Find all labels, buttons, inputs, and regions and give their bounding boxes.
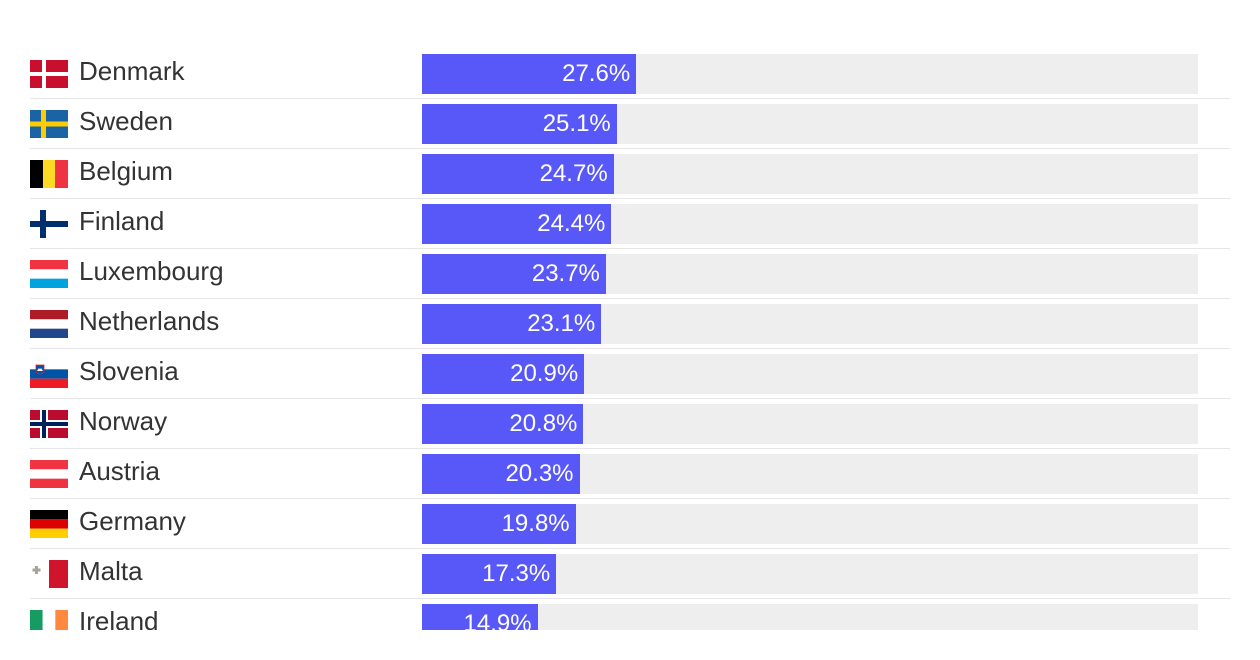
ie-flag-icon <box>30 610 68 630</box>
bar-track: 23.7% <box>422 254 1198 294</box>
bar-row: Austria 20.3% <box>30 449 1230 499</box>
value-label: 23.7% <box>531 260 600 287</box>
value-label: 20.9% <box>510 360 579 387</box>
dk-flag-icon <box>30 60 68 88</box>
category-label: Austria <box>79 456 160 486</box>
se-flag-icon <box>30 110 68 138</box>
at-flag-icon <box>30 460 68 488</box>
bar-row: Ireland 14.9% <box>30 599 1230 630</box>
bar-track: 20.8% <box>422 404 1198 444</box>
bar-row: Denmark 27.6% <box>30 49 1230 99</box>
bar-row: Germany 19.8% <box>30 499 1230 549</box>
bar: 20.8% <box>422 404 584 444</box>
category-label: Belgium <box>79 156 173 186</box>
bar-track: 20.3% <box>422 454 1198 494</box>
bar-track: 24.7% <box>422 154 1198 194</box>
bar-track: 19.8% <box>422 504 1198 544</box>
category-label: Denmark <box>79 56 185 86</box>
value-label: 23.1% <box>527 310 596 337</box>
bar-row: Slovenia 20.9% <box>30 349 1230 399</box>
category-label: Ireland <box>79 606 159 630</box>
value-label: 19.8% <box>501 510 570 537</box>
category-label: Luxembourg <box>79 256 224 286</box>
bar: 23.1% <box>422 304 602 344</box>
bar-track: 14.9% <box>422 604 1198 630</box>
bar-row: Luxembourg 23.7% <box>30 249 1230 299</box>
bar-track: 17.3% <box>422 554 1198 594</box>
bar-track: 23.1% <box>422 304 1198 344</box>
bar: 23.7% <box>422 254 606 294</box>
bar-row: Sweden 25.1% <box>30 99 1230 149</box>
category-label: Norway <box>79 406 168 436</box>
bar: 20.9% <box>422 354 585 394</box>
value-label: 25.1% <box>542 110 611 137</box>
bar: 17.3% <box>422 554 557 594</box>
category-label: Germany <box>79 506 186 536</box>
bar-track: 24.4% <box>422 204 1198 244</box>
nl-flag-icon <box>30 310 68 338</box>
value-label: 17.3% <box>482 560 551 587</box>
mt-flag-icon <box>30 560 68 588</box>
bar-row: Finland 24.4% <box>30 199 1230 249</box>
bar-chart: Denmark 27.6% Sweden 25.1% Belgium 24.7% Finla… <box>30 49 1230 630</box>
category-label: Slovenia <box>79 356 179 386</box>
de-flag-icon <box>30 510 68 538</box>
bar-row: Norway 20.8% <box>30 399 1230 449</box>
bar: 24.7% <box>422 154 614 194</box>
lu-flag-icon <box>30 260 68 288</box>
be-flag-icon <box>30 160 68 188</box>
bar-track: 27.6% <box>422 54 1198 94</box>
category-label: Finland <box>79 206 165 236</box>
value-label: 20.8% <box>509 410 578 437</box>
category-label: Sweden <box>79 106 173 136</box>
bar: 27.6% <box>422 54 637 94</box>
category-label: Netherlands <box>79 306 220 336</box>
bar: 20.3% <box>422 454 580 494</box>
fi-flag-icon <box>30 210 68 238</box>
si-flag-icon <box>30 360 68 388</box>
value-label: 24.4% <box>537 210 606 237</box>
category-label: Malta <box>79 556 143 586</box>
bar: 25.1% <box>422 104 617 144</box>
no-flag-icon <box>30 410 68 438</box>
value-label: 24.7% <box>539 160 608 187</box>
bar-track: 20.9% <box>422 354 1198 394</box>
bar-row: Belgium 24.7% <box>30 149 1230 199</box>
bar-track: 25.1% <box>422 104 1198 144</box>
bar: 19.8% <box>422 504 576 544</box>
bar-row: Netherlands 23.1% <box>30 299 1230 349</box>
bar-row: Malta 17.3% <box>30 549 1230 599</box>
bar: 14.9% <box>422 604 538 630</box>
value-label: 20.3% <box>505 460 574 487</box>
bar: 24.4% <box>422 204 612 244</box>
value-label: 14.9% <box>463 610 532 630</box>
value-label: 27.6% <box>562 60 631 87</box>
